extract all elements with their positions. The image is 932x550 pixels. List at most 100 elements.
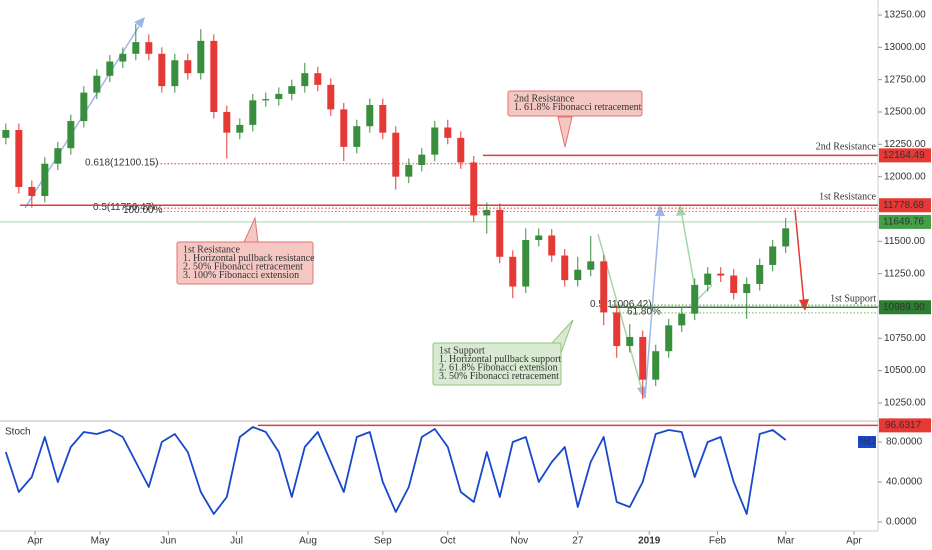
x-tick-label: Nov: [510, 536, 528, 547]
candle-body: [639, 336, 647, 380]
candle-body: [743, 283, 751, 294]
fib-label: 61.80%: [627, 307, 661, 318]
x-tick-label: Jul: [230, 536, 243, 547]
stoch-line: [4, 426, 787, 515]
callout-text: 2nd Resistance: [514, 93, 575, 104]
y-tick-label: 80.0000: [886, 437, 923, 448]
y-tick-label: 40.0000: [886, 477, 923, 488]
candle-body: [483, 209, 491, 216]
candle-body: [782, 228, 790, 247]
x-tick-label: Mar: [777, 536, 795, 547]
candle-body: [93, 75, 101, 93]
y-tick-label: 0.0000: [886, 517, 917, 528]
candle-body: [509, 256, 517, 287]
fib-label: 0.618(12100.15): [85, 157, 158, 168]
candle-body: [314, 73, 322, 85]
callout-text: 1st Support: [439, 345, 485, 356]
arrow: [597, 233, 644, 395]
candle-body: [379, 105, 387, 133]
candle-body: [41, 163, 49, 197]
candle-body: [678, 313, 686, 326]
y-tick-label: 10500.00: [884, 365, 926, 376]
candle-body: [626, 336, 634, 347]
callout-text: 2. 50% Fibonacci retracement: [183, 261, 303, 272]
fib-label: 100.00%: [123, 205, 163, 216]
price-box: [879, 198, 931, 213]
level-name: 1st Support: [830, 294, 876, 305]
arrow: [794, 209, 805, 305]
y-tick-label: 10750.00: [884, 333, 926, 344]
candle-body: [535, 235, 543, 240]
candle-body: [197, 40, 205, 74]
candle-body: [587, 261, 595, 270]
candle-body: [405, 165, 413, 177]
callout-text: 1st Resistance: [183, 244, 240, 255]
candle-body: [158, 53, 166, 87]
x-tick-label: Feb: [709, 536, 727, 547]
arrow-head: [134, 17, 145, 28]
price-box: [879, 214, 931, 229]
candle-body: [106, 61, 114, 76]
candle-body: [548, 235, 556, 256]
candle-body: [613, 312, 621, 347]
candle-body: [28, 186, 36, 197]
x-tick-label: 27: [572, 536, 584, 547]
x-tick-label: Oct: [440, 536, 456, 547]
price-box-label: 11649.76: [883, 217, 924, 228]
callout-text: 3. 50% Fibonacci retracement: [439, 371, 559, 382]
candle-body: [522, 240, 530, 287]
y-tick-label: 12250.00: [884, 139, 926, 150]
candle-body: [353, 126, 361, 147]
arrow-head: [799, 299, 809, 311]
candle-body: [145, 42, 153, 54]
x-tick-label: Aug: [299, 536, 317, 547]
callout-box: [507, 90, 643, 117]
price-box: [879, 300, 931, 315]
y-tick-label: 13250.00: [884, 10, 926, 21]
candle-body: [119, 53, 127, 62]
arrow-head: [655, 205, 665, 216]
x-tick-label: Apr: [846, 536, 862, 547]
candle-body: [457, 137, 465, 163]
fib-label: 0.5(11756.47): [93, 202, 155, 213]
candle-body: [2, 129, 10, 138]
price-box-label: 10989.90: [883, 302, 925, 313]
candle-body: [496, 209, 504, 257]
callout-box: [176, 241, 314, 285]
level-name: 1st Resistance: [819, 192, 876, 203]
x-tick-label: May: [91, 536, 110, 547]
candle-body: [340, 109, 348, 147]
candle-body: [730, 275, 738, 294]
callout-text: 2. 61.8% Fibonacci extension: [439, 362, 558, 373]
callout-text: 3. 100% Fibonacci extension: [183, 270, 299, 281]
candle-body: [444, 127, 452, 138]
candle-body: [691, 284, 699, 314]
callout-pointer: [557, 116, 573, 148]
candle-body: [262, 99, 270, 101]
candle-body: [600, 261, 608, 313]
price-box: [879, 418, 931, 433]
legend-box: [858, 436, 876, 448]
candle-body: [171, 60, 179, 87]
arrow: [696, 284, 713, 301]
price-box-label: 11778.68: [883, 200, 924, 211]
fib-label: 0.5(11006.42): [590, 299, 652, 310]
y-tick-label: 12500.00: [884, 107, 926, 118]
arrow: [644, 209, 661, 399]
y-tick-label: 11500.00: [884, 236, 925, 247]
y-tick-label: 12750.00: [884, 74, 926, 85]
callout-text: 1. Horizontal pullback resistance: [183, 253, 315, 264]
candle-body: [67, 121, 75, 149]
callout-box: [432, 342, 562, 386]
candle-body: [652, 351, 660, 380]
x-tick-label: 2019: [638, 536, 661, 547]
stoch-title: Stoch: [5, 427, 31, 438]
y-tick-label: 13000.00: [884, 42, 926, 53]
candle-body: [418, 154, 426, 165]
y-tick-label: 12000.00: [884, 171, 926, 182]
candle-body: [431, 127, 439, 155]
candle-body: [15, 129, 23, 187]
price-box-label: 96.6317: [885, 420, 922, 431]
y-tick-label: 11250.00: [884, 268, 925, 279]
